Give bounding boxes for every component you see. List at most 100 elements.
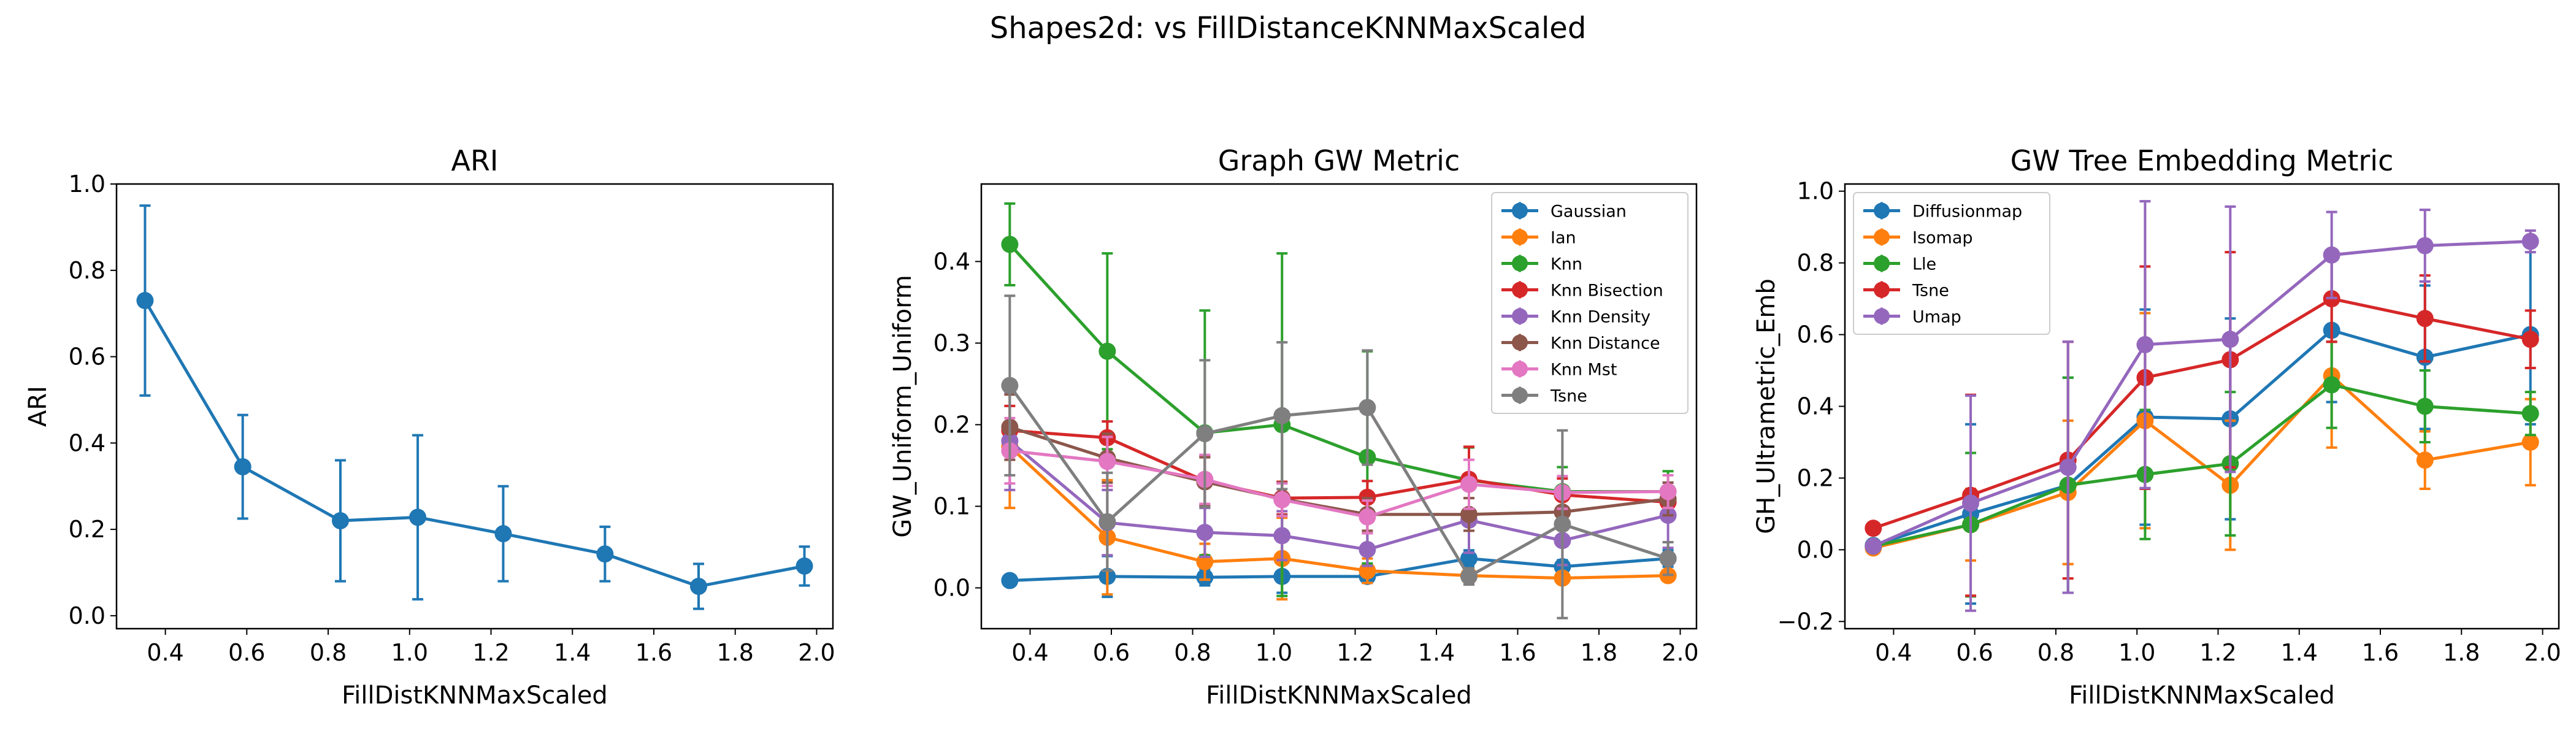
series-line bbox=[1008, 445, 1668, 580]
data-point bbox=[1196, 425, 1214, 443]
data-point bbox=[1554, 515, 1571, 533]
legend-marker bbox=[1512, 334, 1528, 351]
x-tick-label: 0.6 bbox=[1093, 639, 1130, 666]
x-tick-label: 0.6 bbox=[1956, 639, 1993, 666]
y-tick-label: 0.1 bbox=[933, 493, 970, 519]
series-line bbox=[1010, 449, 1668, 519]
series-umap bbox=[1865, 200, 2539, 612]
series-line bbox=[144, 299, 805, 588]
data-point bbox=[1273, 491, 1291, 508]
data-point bbox=[1659, 550, 1677, 567]
legend-label: Diffusionmap bbox=[1912, 202, 2022, 221]
series-line bbox=[1010, 557, 1668, 583]
panel-title: Graph GW Metric bbox=[1218, 144, 1460, 177]
x-tick-label: 0.6 bbox=[228, 639, 265, 666]
legend-box bbox=[1853, 192, 2050, 335]
legend-marker bbox=[1512, 361, 1528, 377]
data-point bbox=[136, 292, 154, 310]
series-line bbox=[1873, 240, 2531, 548]
series-line bbox=[1008, 385, 1669, 578]
x-axis-label: FillDistKNNMaxScaled bbox=[342, 681, 608, 710]
data-point bbox=[1001, 377, 1019, 394]
legend-label: Gaussian bbox=[1551, 202, 1627, 221]
data-point bbox=[1098, 513, 1116, 531]
series-line bbox=[1873, 383, 2531, 548]
y-tick-label: 0.3 bbox=[933, 329, 970, 356]
data-point bbox=[1273, 407, 1291, 424]
legend-label: Ian bbox=[1551, 229, 1576, 248]
x-tick-label: 0.8 bbox=[310, 639, 347, 666]
y-tick-label: 0.2 bbox=[933, 411, 970, 438]
legend-label: Tsne bbox=[1550, 387, 1587, 406]
data-point bbox=[1359, 508, 1376, 526]
data-point bbox=[1460, 505, 1478, 523]
data-point bbox=[1460, 475, 1478, 493]
series-line bbox=[1873, 297, 2531, 530]
legend-marker bbox=[1512, 229, 1528, 245]
panel-graph-gw-metric: Graph GW Metric FillDistKNNMaxScaled GW_Un… bbox=[889, 144, 1699, 710]
legend-label: Knn Distance bbox=[1551, 334, 1660, 353]
data-point bbox=[1001, 236, 1019, 253]
legend-label: Knn Bisection bbox=[1551, 282, 1663, 301]
plot-area-frame bbox=[115, 183, 834, 630]
data-point bbox=[1865, 537, 1882, 555]
y-tick-label: 0.0 bbox=[1797, 536, 1834, 563]
x-tick-label: 1.8 bbox=[2443, 639, 2480, 666]
legend-label: Knn Density bbox=[1551, 308, 1650, 327]
data-point bbox=[234, 458, 251, 476]
x-tick-label: 1.8 bbox=[1581, 639, 1617, 666]
legend-label: Isomap bbox=[1912, 229, 1973, 248]
y-tick-label: −0.2 bbox=[1777, 608, 1834, 635]
y-tick-label: 0.2 bbox=[69, 516, 105, 543]
legend-marker bbox=[1512, 255, 1528, 272]
data-point bbox=[494, 525, 512, 543]
x-tick-label: 1.0 bbox=[2118, 639, 2155, 666]
data-point bbox=[2416, 397, 2434, 415]
x-tick-label: 1.4 bbox=[2281, 639, 2318, 666]
legend-marker bbox=[1874, 229, 1890, 245]
x-tick-label: 1.6 bbox=[2362, 639, 2399, 666]
x-tick-label: 1.2 bbox=[2199, 639, 2236, 666]
x-tick-label: 2.0 bbox=[798, 639, 835, 666]
data-point bbox=[1659, 483, 1677, 500]
y-tick-label: 1.0 bbox=[69, 171, 105, 197]
data-point bbox=[2059, 458, 2077, 476]
data-point bbox=[1460, 567, 1478, 585]
x-tick-label: 1.0 bbox=[391, 639, 428, 666]
figure-title: Shapes2d: vs FillDistanceKNNMaxScaled bbox=[990, 11, 1587, 45]
data-point bbox=[2521, 232, 2539, 250]
data-point bbox=[1273, 527, 1291, 545]
data-point bbox=[1359, 399, 1376, 416]
x-tick-label: 1.4 bbox=[554, 639, 591, 666]
legend-marker bbox=[1874, 255, 1890, 272]
x-axis-label: FillDistKNNMaxScaled bbox=[2069, 681, 2335, 710]
data-point bbox=[690, 578, 707, 596]
series-line bbox=[1008, 440, 1669, 551]
series-line bbox=[1873, 329, 2531, 547]
series-line bbox=[1009, 426, 1668, 516]
x-axis-label: FillDistKNNMaxScaled bbox=[1206, 681, 1472, 710]
legend-marker bbox=[1512, 282, 1528, 298]
x-tick-label: 2.0 bbox=[1662, 639, 1698, 666]
x-tick-label: 0.8 bbox=[2037, 639, 2074, 666]
x-tick-label: 0.8 bbox=[1174, 639, 1211, 666]
x-tick-label: 2.0 bbox=[2524, 639, 2561, 666]
legend-box bbox=[1491, 192, 1689, 414]
legend-marker bbox=[1874, 308, 1890, 324]
panel-gw-tree-embedding-metric: GW Tree Embedding Metric FillDistKNNMaxSc… bbox=[1752, 144, 2561, 710]
x-tick-label: 1.2 bbox=[472, 639, 509, 666]
data-point bbox=[1359, 540, 1376, 558]
data-point bbox=[1460, 550, 1478, 567]
data-point bbox=[1962, 494, 1980, 512]
y-axis-label: GH_Ultrametric_Emb bbox=[1752, 278, 1781, 534]
data-point bbox=[332, 512, 349, 530]
x-tick-label: 1.2 bbox=[1336, 639, 1373, 666]
legend-label: Knn Mst bbox=[1551, 361, 1617, 380]
legend-marker bbox=[1512, 387, 1528, 404]
legend-label: Tsne bbox=[1912, 282, 1949, 301]
legend-marker bbox=[1874, 282, 1890, 298]
data-point bbox=[795, 557, 813, 575]
data-point bbox=[2323, 376, 2340, 394]
data-point bbox=[2416, 310, 2434, 328]
